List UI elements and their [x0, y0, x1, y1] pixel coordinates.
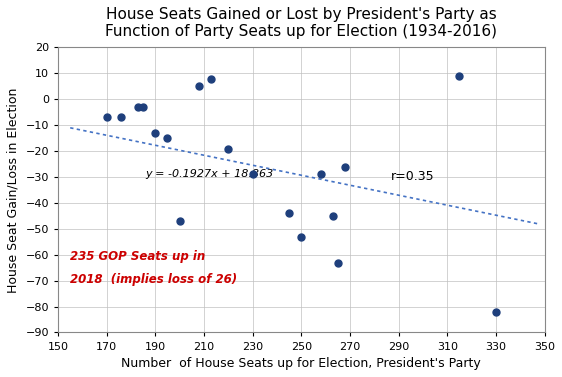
Text: y = -0.1927x + 18.863: y = -0.1927x + 18.863	[146, 169, 274, 179]
Y-axis label: House Seat Gain/Loss in Election: House Seat Gain/Loss in Election	[7, 87, 20, 293]
Point	[151, 130, 160, 136]
Point	[284, 210, 293, 216]
Point	[134, 104, 143, 110]
X-axis label: Number  of House Seats up for Election, President's Party: Number of House Seats up for Election, P…	[121, 357, 481, 370]
Point	[316, 172, 325, 178]
Point	[163, 135, 172, 141]
Point	[455, 73, 464, 79]
Point	[207, 75, 216, 81]
Point	[102, 114, 111, 120]
Text: 2018  (implies loss of 26): 2018 (implies loss of 26)	[70, 273, 237, 286]
Point	[175, 218, 184, 224]
Point	[491, 309, 500, 315]
Point	[194, 83, 203, 89]
Point	[328, 213, 337, 219]
Point	[394, 37, 403, 43]
Point	[139, 104, 148, 110]
Point	[117, 114, 126, 120]
Point	[333, 259, 342, 265]
Point	[297, 234, 306, 240]
Point	[248, 172, 257, 178]
Text: r=0.35: r=0.35	[391, 170, 435, 182]
Title: House Seats Gained or Lost by President's Party as
Function of Party Seats up fo: House Seats Gained or Lost by President'…	[105, 7, 497, 39]
Point	[341, 164, 350, 170]
Point	[224, 146, 233, 152]
Text: 235 GOP Seats up in: 235 GOP Seats up in	[70, 250, 206, 263]
